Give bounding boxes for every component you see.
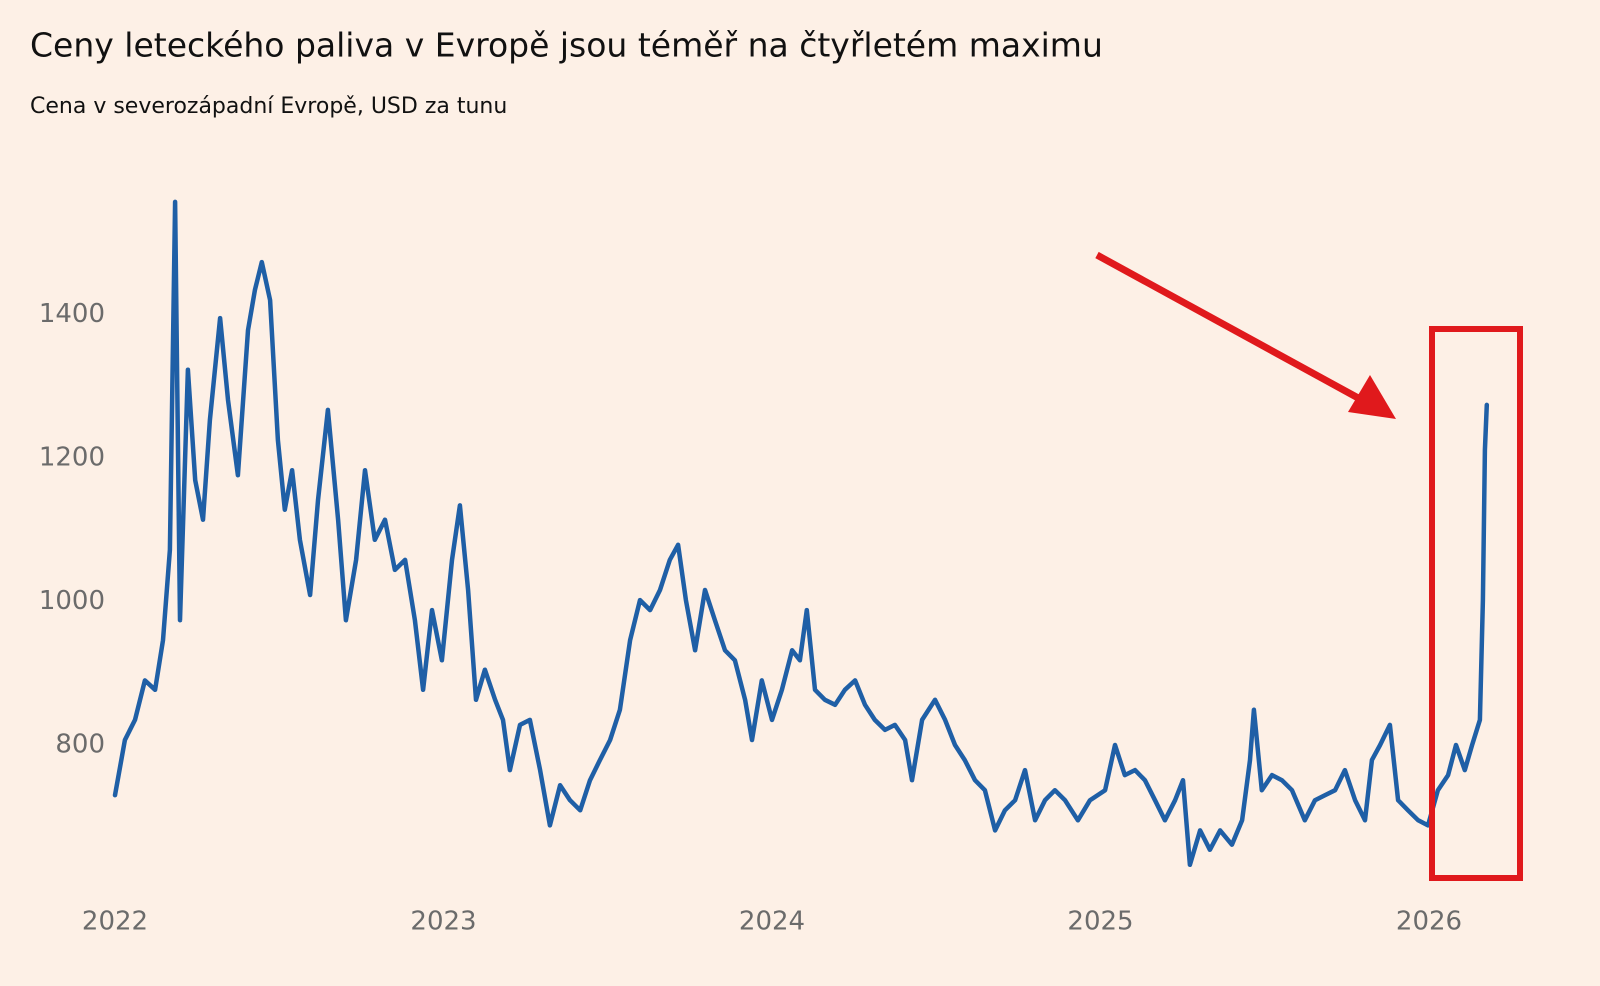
y-tick-label: 1400 (39, 299, 105, 329)
y-tick-label: 1000 (39, 586, 105, 616)
x-tick-label: 2026 (1396, 907, 1462, 937)
annotation-arrowhead (1348, 375, 1396, 419)
y-tick-label: 1200 (39, 443, 105, 473)
y-tick-label: 800 (55, 730, 105, 760)
chart-subtitle: Cena v severozápadní Evropě, USD za tunu (30, 94, 507, 119)
x-tick-label: 2025 (1067, 907, 1133, 937)
annotation-box (1429, 326, 1523, 881)
x-tick-label: 2023 (410, 907, 476, 937)
x-tick-label: 2022 (82, 907, 148, 937)
annotation-arrow (1095, 251, 1362, 403)
x-tick-label: 2024 (739, 907, 805, 937)
data-line (112, 199, 1490, 868)
chart-title: Ceny leteckého paliva v Evropě jsou témě… (30, 26, 1103, 65)
